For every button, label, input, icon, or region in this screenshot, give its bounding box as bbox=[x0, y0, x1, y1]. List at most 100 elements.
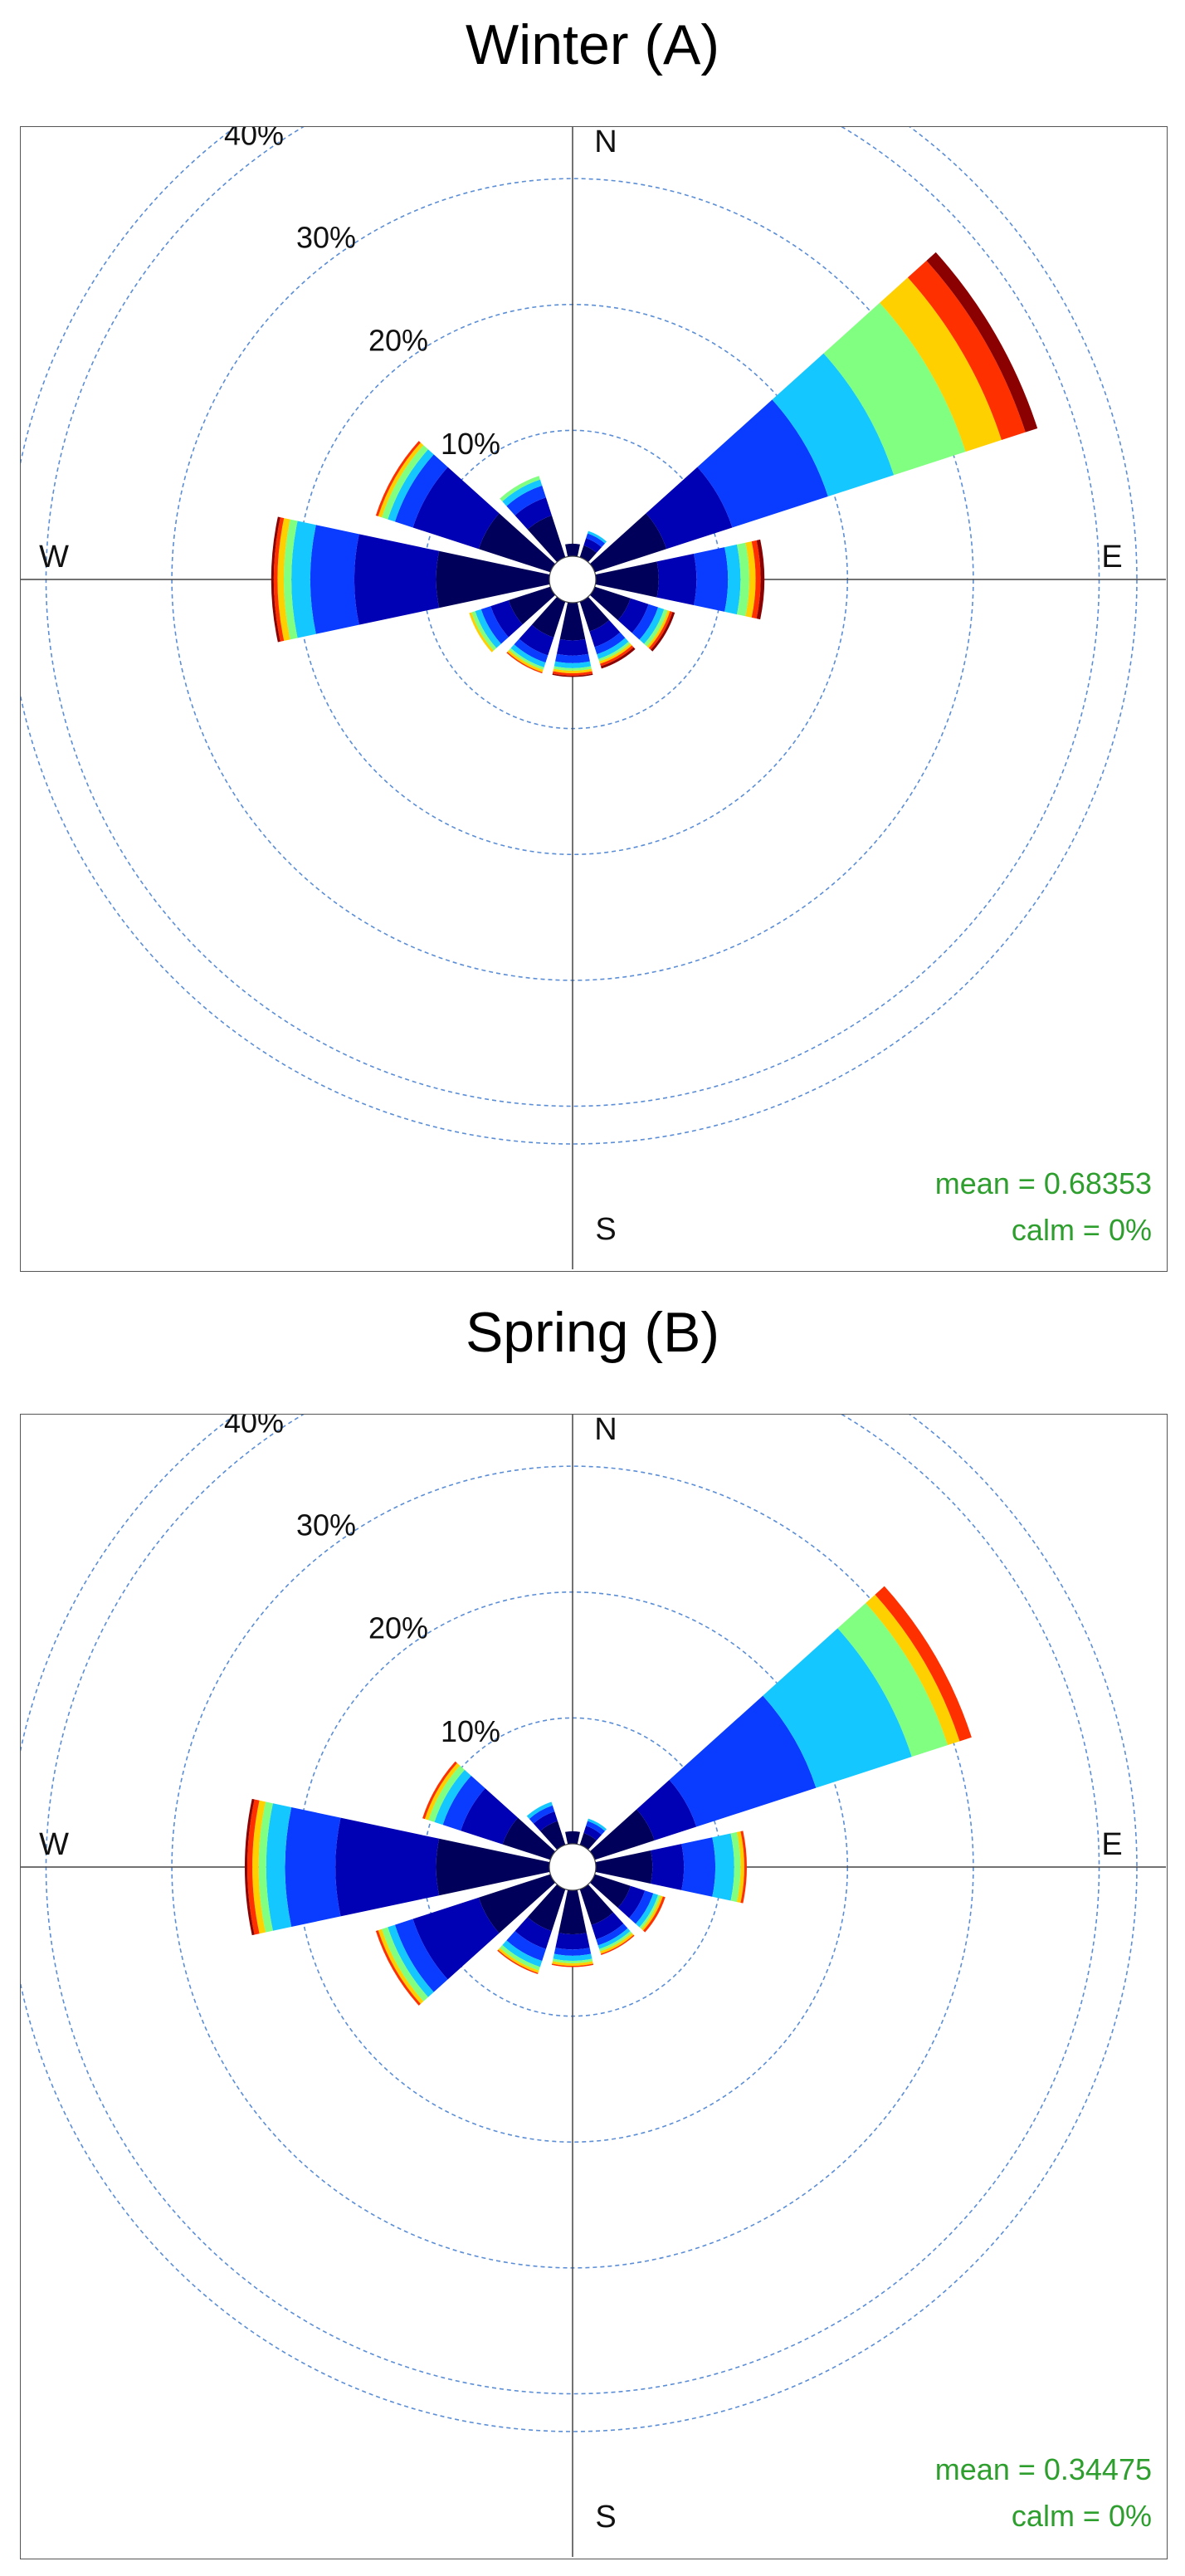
direction-label-s: S bbox=[595, 2500, 616, 2534]
sector-300-bin-6 bbox=[422, 1761, 457, 1820]
sector-120-bin-4 bbox=[644, 609, 668, 647]
sector-180-bin-2 bbox=[555, 653, 590, 663]
sector-330-bin-2 bbox=[529, 1805, 555, 1824]
ring-label: 10% bbox=[441, 427, 500, 461]
windrose-panel-spring: 10% 20% 30% 40% N E S W mean = 0.34475 calm = 0… bbox=[20, 1414, 1168, 2559]
sector-210-bin-2 bbox=[514, 638, 549, 663]
sector-90-bin-6 bbox=[740, 1831, 747, 1904]
sector-60-bin-5 bbox=[866, 1594, 960, 1746]
sector-180-bin-5 bbox=[552, 1961, 593, 1966]
windrose-plot-spring: 10% 20% 30% 40% N E S W bbox=[21, 1415, 1166, 2557]
chart-title-spring: Spring (B) bbox=[465, 1301, 720, 1364]
sector-150-bin-0 bbox=[579, 1884, 614, 1925]
sector-120-bin-0 bbox=[589, 1874, 631, 1909]
sector-300-bin-4 bbox=[428, 1765, 465, 1822]
sector-60-bin-0 bbox=[589, 513, 667, 573]
sector-210-bin-5 bbox=[507, 650, 544, 672]
sector-300-bin-2 bbox=[394, 454, 448, 528]
sector-210-bin-4 bbox=[500, 1945, 540, 1971]
direction-label-e: E bbox=[1101, 540, 1122, 574]
sector-180-bin-4 bbox=[552, 1958, 593, 1963]
sector-90-bin-6 bbox=[751, 540, 761, 619]
sector-120-bin-6 bbox=[643, 1896, 666, 1933]
mean-label-winter: mean = 0.68353 bbox=[934, 1166, 1152, 1200]
sector-30-bin-0 bbox=[579, 1832, 597, 1850]
sector-270-bin-2 bbox=[285, 1806, 341, 1928]
sector-270-bin-3 bbox=[291, 521, 316, 638]
sector-210-bin-5 bbox=[498, 1948, 539, 1973]
sector-270-bin-5 bbox=[252, 1800, 266, 1934]
sector-240-bin-4 bbox=[471, 611, 497, 651]
sector-210-bin-0 bbox=[527, 1884, 566, 1932]
sector-90-bin-4 bbox=[736, 542, 749, 617]
ring-label: 10% bbox=[441, 1714, 500, 1748]
sector-240-bin-0 bbox=[478, 1874, 556, 1933]
sector-120-bin-5 bbox=[646, 610, 671, 648]
sector-150-bin-6 bbox=[600, 1934, 635, 1955]
sector-240-bin-1 bbox=[490, 600, 523, 638]
sector-150-bin-5 bbox=[599, 643, 632, 664]
sector-60-bin-2 bbox=[669, 1695, 817, 1827]
sector-150-bin-3 bbox=[597, 638, 629, 659]
sector-90-bin-3 bbox=[724, 544, 741, 615]
sector-300-bin-0 bbox=[478, 513, 556, 573]
sector-60-bin-3 bbox=[763, 1628, 912, 1788]
calm-circle bbox=[549, 555, 597, 604]
sector-150-bin-6 bbox=[600, 645, 634, 667]
sector-180-bin-3 bbox=[553, 661, 592, 668]
sector-90-bin-0 bbox=[595, 1850, 653, 1884]
sector-270-bin-7 bbox=[271, 516, 280, 643]
sector-150-bin-2 bbox=[594, 632, 626, 655]
ring-label: 30% bbox=[296, 1508, 356, 1542]
sector-120-bin-2 bbox=[632, 604, 659, 640]
sector-150-bin-0 bbox=[579, 596, 610, 632]
sector-210-bin-6 bbox=[506, 652, 543, 674]
sector-270-bin-1 bbox=[354, 534, 440, 625]
sector-180-bin-1 bbox=[555, 1933, 590, 1950]
sector-60-bin-0 bbox=[589, 1809, 655, 1860]
sector-210-bin-6 bbox=[497, 1949, 539, 1975]
sector-300-bin-3 bbox=[434, 1769, 471, 1826]
sector-210-bin-3 bbox=[502, 1940, 543, 1967]
sector-330-bin-3 bbox=[502, 479, 543, 506]
sector-210-bin-3 bbox=[510, 644, 546, 667]
sector-30-bin-3 bbox=[588, 1818, 607, 1831]
sector-180-bin-6 bbox=[552, 671, 593, 676]
sector-150-bin-2 bbox=[596, 1923, 628, 1946]
sector-60-bin-1 bbox=[636, 1780, 697, 1840]
sector-300-bin-2 bbox=[442, 1775, 485, 1831]
sector-150-bin-7 bbox=[600, 647, 636, 669]
sector-240-bin-5 bbox=[378, 1928, 424, 2004]
sector-270-bin-4 bbox=[258, 1801, 273, 1933]
sector-270-bin-2 bbox=[310, 525, 359, 634]
sector-60-bin-2 bbox=[697, 399, 828, 528]
sector-0-bin-0 bbox=[565, 1831, 580, 1845]
sector-60-bin-6 bbox=[907, 261, 1026, 441]
sector-30-bin-1 bbox=[583, 1826, 602, 1840]
sector-180-bin-0 bbox=[558, 1889, 587, 1935]
sector-90-bin-2 bbox=[681, 1837, 716, 1897]
sector-30-bin-1 bbox=[583, 538, 602, 553]
sector-330-bin-1 bbox=[514, 497, 552, 530]
sector-180-bin-6 bbox=[551, 1963, 594, 1967]
sector-30-bin-3 bbox=[588, 530, 607, 544]
sector-60-bin-6 bbox=[875, 1586, 972, 1742]
sector-300-bin-4 bbox=[382, 445, 428, 520]
sector-240-bin-3 bbox=[475, 609, 501, 648]
sector-150-bin-4 bbox=[598, 641, 631, 662]
calm-label-spring: calm = 0% bbox=[1011, 2499, 1152, 2533]
sector-330-bin-4 bbox=[500, 476, 540, 501]
ring-label: 20% bbox=[368, 1611, 428, 1645]
sector-120-bin-3 bbox=[639, 607, 665, 644]
sector-90-bin-4 bbox=[730, 1831, 741, 1903]
direction-label-e: E bbox=[1101, 1827, 1122, 1862]
sector-300-bin-5 bbox=[424, 1762, 461, 1821]
direction-label-n: N bbox=[594, 127, 617, 159]
windrose-panel-winter: 10% 20% 30% 40% N E S W mean = 0.68353 calm = 0… bbox=[20, 126, 1168, 1272]
sector-240-bin-0 bbox=[508, 586, 556, 625]
sector-180-bin-4 bbox=[553, 666, 592, 671]
sector-30-bin-2 bbox=[586, 1821, 606, 1835]
direction-label-n: N bbox=[594, 1415, 617, 1447]
sector-300-bin-5 bbox=[378, 442, 424, 518]
sector-90-bin-5 bbox=[736, 1831, 744, 1904]
